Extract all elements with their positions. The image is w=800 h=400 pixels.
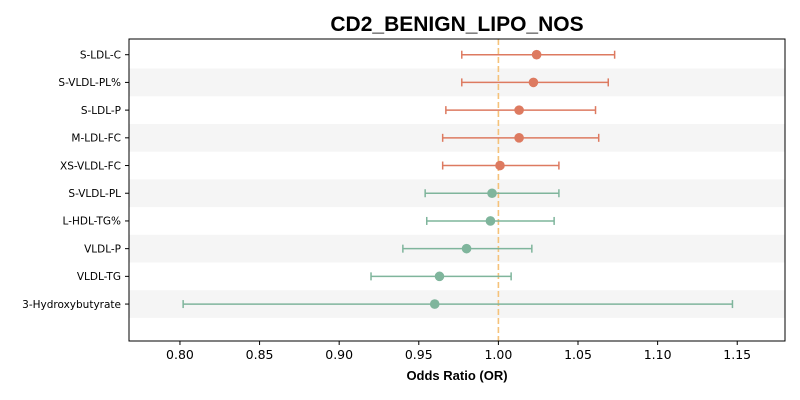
y-tick-label: VLDL-P (84, 243, 121, 255)
or-point (514, 133, 524, 143)
x-axis-ticks: 0.80 0.85 0.90 0.95 1.00 1.05 1.10 1.15 (166, 341, 751, 362)
or-point (531, 49, 542, 60)
x-axis-label: Odds Ratio (OR) (406, 368, 507, 383)
x-tick-label: 1.10 (644, 347, 672, 362)
or-point (429, 299, 440, 309)
or-point (528, 77, 539, 88)
x-tick-label: 1.00 (484, 347, 512, 362)
or-point (485, 216, 496, 226)
odds-ratio-points (429, 49, 542, 309)
x-tick-label: 1.05 (564, 347, 592, 362)
y-tick-label: M-LDL-FC (71, 133, 121, 145)
y-tick-label: L-HDL-TG% (63, 216, 121, 228)
x-tick-label: 0.80 (166, 347, 194, 362)
or-point (461, 243, 472, 254)
chart-title: CD2_BENIGN_LIPO_NOS (330, 13, 583, 36)
y-tick-label: VLDL-TG (77, 271, 121, 283)
y-tick-label: S-LDL-C (80, 50, 121, 62)
or-point (487, 188, 497, 199)
y-tick-label: S-VLDL-PL% (58, 77, 121, 89)
x-tick-label: 0.90 (325, 347, 353, 362)
x-tick-label: 0.85 (246, 347, 274, 362)
y-tick-label: XS-VLDL-FC (60, 160, 121, 172)
plot-frame (128, 38, 786, 342)
or-point (495, 160, 505, 171)
y-tick-label: S-LDL-P (81, 105, 121, 117)
y-tick-label: 3-Hydroxybutyrate (22, 299, 121, 311)
y-axis-ticks: S-LDL-C S-VLDL-PL% S-LDL-P M-LDL-FC XS-VLDL-… (22, 50, 129, 311)
x-tick-label: 1.15 (723, 347, 751, 362)
or-point (514, 105, 524, 115)
or-point (434, 271, 445, 282)
y-tick-label: S-VLDL-PL (68, 188, 121, 200)
ci-3-hydroxybutyrate (182, 300, 734, 309)
x-tick-label: 0.95 (405, 347, 433, 362)
row-band (129, 68, 785, 97)
